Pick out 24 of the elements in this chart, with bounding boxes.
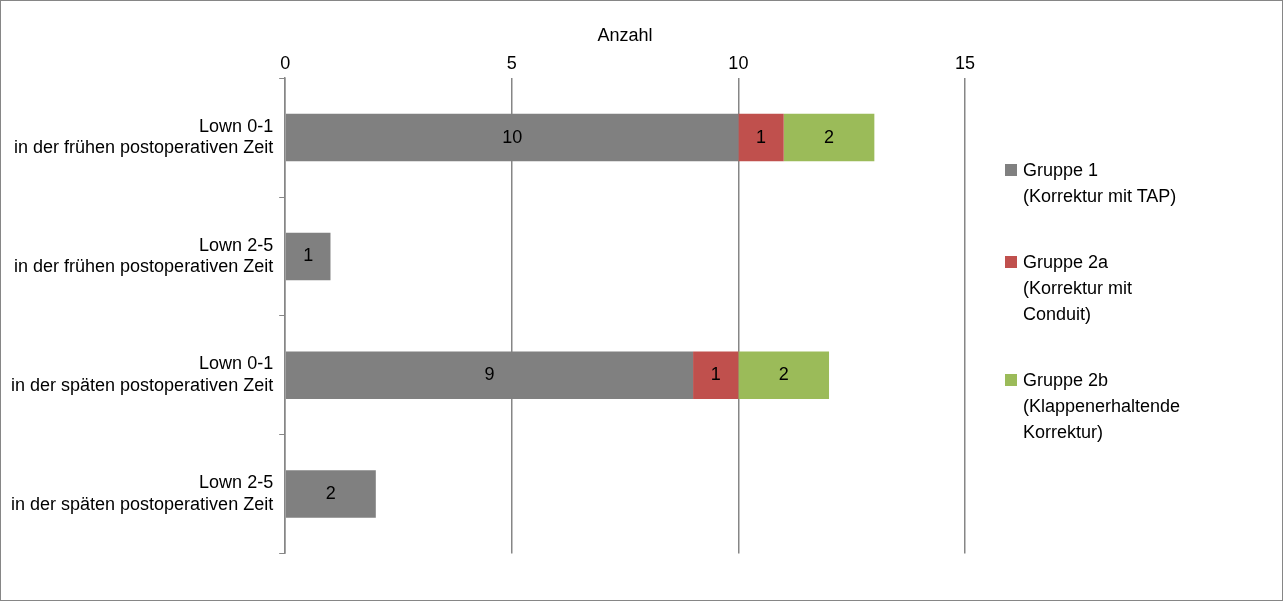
y-tick-label: Lown 2-5 in der späten postoperativen Zeit bbox=[10, 471, 274, 514]
legend-label: Gruppe 2a (Korrektur mit Conduit) bbox=[1023, 250, 1133, 326]
x-tick-label: 15 bbox=[954, 52, 976, 73]
legend-label: Gruppe 1 (Korrektur mit TAP) bbox=[1023, 158, 1177, 208]
x-tick-label: 10 bbox=[728, 52, 749, 73]
data-label: 9 bbox=[484, 363, 495, 384]
data-label: 1 bbox=[710, 363, 721, 384]
data-label: 2 bbox=[824, 126, 835, 147]
y-tick-label: Lown 0-1 in der späten postoperativen Zeit bbox=[10, 352, 274, 395]
legend-label: Gruppe 2b (Klappenerhaltende Korrektur) bbox=[1023, 368, 1181, 444]
y-tick-label: Lown 0-1 in der frühen postoperativen Zeit bbox=[14, 115, 274, 157]
data-label: 2 bbox=[325, 482, 336, 503]
x-tick-label: 5 bbox=[506, 52, 517, 73]
bar bbox=[783, 113, 875, 161]
data-label: 10 bbox=[502, 126, 523, 147]
x-tick-label: 0 bbox=[280, 52, 291, 73]
data-label: 1 bbox=[303, 244, 314, 265]
data-label: 2 bbox=[778, 363, 789, 384]
data-label: 1 bbox=[756, 126, 767, 147]
y-tick-label: Lown 2-5 in der frühen postoperativen Zeit bbox=[14, 234, 274, 276]
x-axis-title: Anzahl bbox=[597, 24, 653, 45]
bar bbox=[738, 113, 784, 161]
bar bbox=[693, 350, 739, 399]
bar bbox=[738, 350, 830, 399]
